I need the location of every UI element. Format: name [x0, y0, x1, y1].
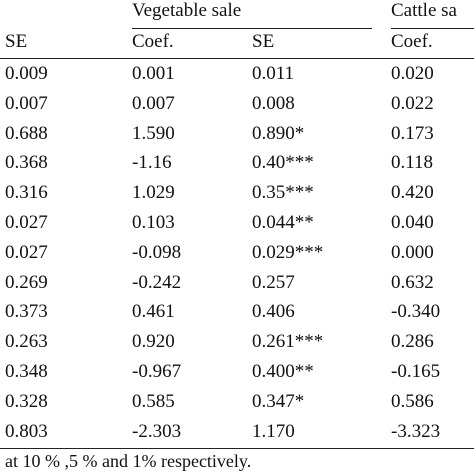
- table-row: 0.373 0.461 0.406 -0.340: [0, 298, 474, 326]
- table-row: 0.027 -0.098 0.029*** 0.000: [0, 239, 474, 267]
- table-cell: 0.027: [5, 241, 48, 263]
- table-cell: 0.000: [391, 241, 434, 263]
- column-header-se-1: SE: [5, 31, 28, 52]
- table-cell: -3.323: [391, 420, 441, 442]
- table-row: 0.368 -1.16 0.40*** 0.118: [0, 149, 474, 177]
- table-cell: -0.098: [132, 241, 182, 263]
- table-cell: 0.40***: [252, 152, 314, 174]
- group-label-vegetable-sale: Vegetable sale: [132, 0, 242, 21]
- table-cell: 0.406: [252, 301, 295, 323]
- table-cell: 0.373: [5, 301, 48, 323]
- table-cell: 0.920: [132, 331, 175, 353]
- column-header-se-2: SE: [252, 31, 275, 52]
- table-cell: 0.400**: [252, 361, 314, 382]
- table-cell: 0.263: [5, 331, 48, 353]
- group-header-row: Vegetable sale Cattle sa: [0, 0, 474, 31]
- table-row: 0.688 1.590 0.890* 0.173: [0, 120, 474, 148]
- table-cell: 0.316: [5, 182, 48, 204]
- table-cell: 0.890*: [252, 122, 305, 144]
- table-cell: 0.009: [5, 63, 48, 84]
- table-cell: 0.286: [391, 331, 434, 353]
- table-cell: 0.001: [132, 63, 175, 84]
- table-cell: 0.269: [5, 271, 48, 293]
- column-header-coef-2: Coef.: [391, 31, 433, 52]
- table-row: 0.269 -0.242 0.257 0.632: [0, 269, 474, 297]
- table-cell: -0.165: [391, 361, 441, 382]
- table-cell: -0.967: [132, 361, 182, 382]
- table-cell: 1.590: [132, 122, 175, 144]
- table-cell: 0.803: [5, 420, 48, 442]
- table-row: 0.803 -2.303 1.170 -3.323: [0, 418, 474, 446]
- table-cell: 0.632: [391, 271, 434, 293]
- table-cell: 0.461: [132, 301, 175, 323]
- group-underline-cattle: [391, 28, 474, 29]
- table-cell: 0.328: [5, 390, 48, 412]
- table-cell: -2.303: [132, 420, 182, 442]
- group-label-cattle-sale: Cattle sa: [391, 0, 457, 21]
- table-cell: 0.022: [391, 92, 434, 114]
- table-cell: 0.35***: [252, 182, 314, 204]
- table-cell: 0.257: [252, 271, 295, 293]
- table-cell: 0.586: [391, 390, 434, 412]
- table-cell: 0.420: [391, 182, 434, 204]
- table-cell: 0.368: [5, 152, 48, 174]
- table-cell: 0.020: [391, 63, 434, 84]
- table-cell: 0.348: [5, 361, 48, 382]
- table-row: 0.263 0.920 0.261*** 0.286: [0, 328, 474, 356]
- table-cell: 0.008: [252, 92, 295, 114]
- table-cell: 0.688: [5, 122, 48, 144]
- table-cell: 0.011: [252, 63, 295, 84]
- table-footnote: at 10 % ,5 % and 1% respectively.: [5, 451, 252, 471]
- table-bottom-rule: [0, 448, 474, 449]
- table-cell: 0.040: [391, 212, 434, 233]
- table-cell: 1.029: [132, 182, 175, 204]
- table-cell: 0.173: [391, 122, 434, 144]
- table-cell: 0.118: [391, 152, 434, 174]
- table-cell: 0.029***: [252, 241, 324, 263]
- table-cell: -0.340: [391, 301, 441, 323]
- table-cell: 0.027: [5, 212, 48, 233]
- table-cell: 0.261***: [252, 331, 324, 353]
- table-cell: 1.170: [252, 420, 295, 442]
- table-cell: 0.044**: [252, 212, 314, 233]
- header-bottom-rule: [0, 58, 474, 59]
- table-row: 0.027 0.103 0.044** 0.040: [0, 209, 474, 237]
- table-cell: 0.007: [5, 92, 48, 114]
- table-cell: 0.585: [132, 390, 175, 412]
- table-cell: 0.103: [132, 212, 175, 233]
- column-header-coef-1: Coef.: [132, 31, 174, 52]
- group-underline-vegetable: [132, 28, 372, 29]
- table-row: 0.316 1.029 0.35*** 0.420: [0, 179, 474, 207]
- table-cell: -1.16: [132, 152, 172, 174]
- table-cell: 0.347*: [252, 390, 305, 412]
- table-cell: 0.007: [132, 92, 175, 114]
- table-row: 0.328 0.585 0.347* 0.586: [0, 388, 474, 416]
- table-row: 0.007 0.007 0.008 0.022: [0, 90, 474, 118]
- table-row: 0.348 -0.967 0.400** -0.165: [0, 358, 474, 386]
- table-cell: -0.242: [132, 271, 182, 293]
- table-row: 0.009 0.001 0.011 0.020: [0, 60, 474, 88]
